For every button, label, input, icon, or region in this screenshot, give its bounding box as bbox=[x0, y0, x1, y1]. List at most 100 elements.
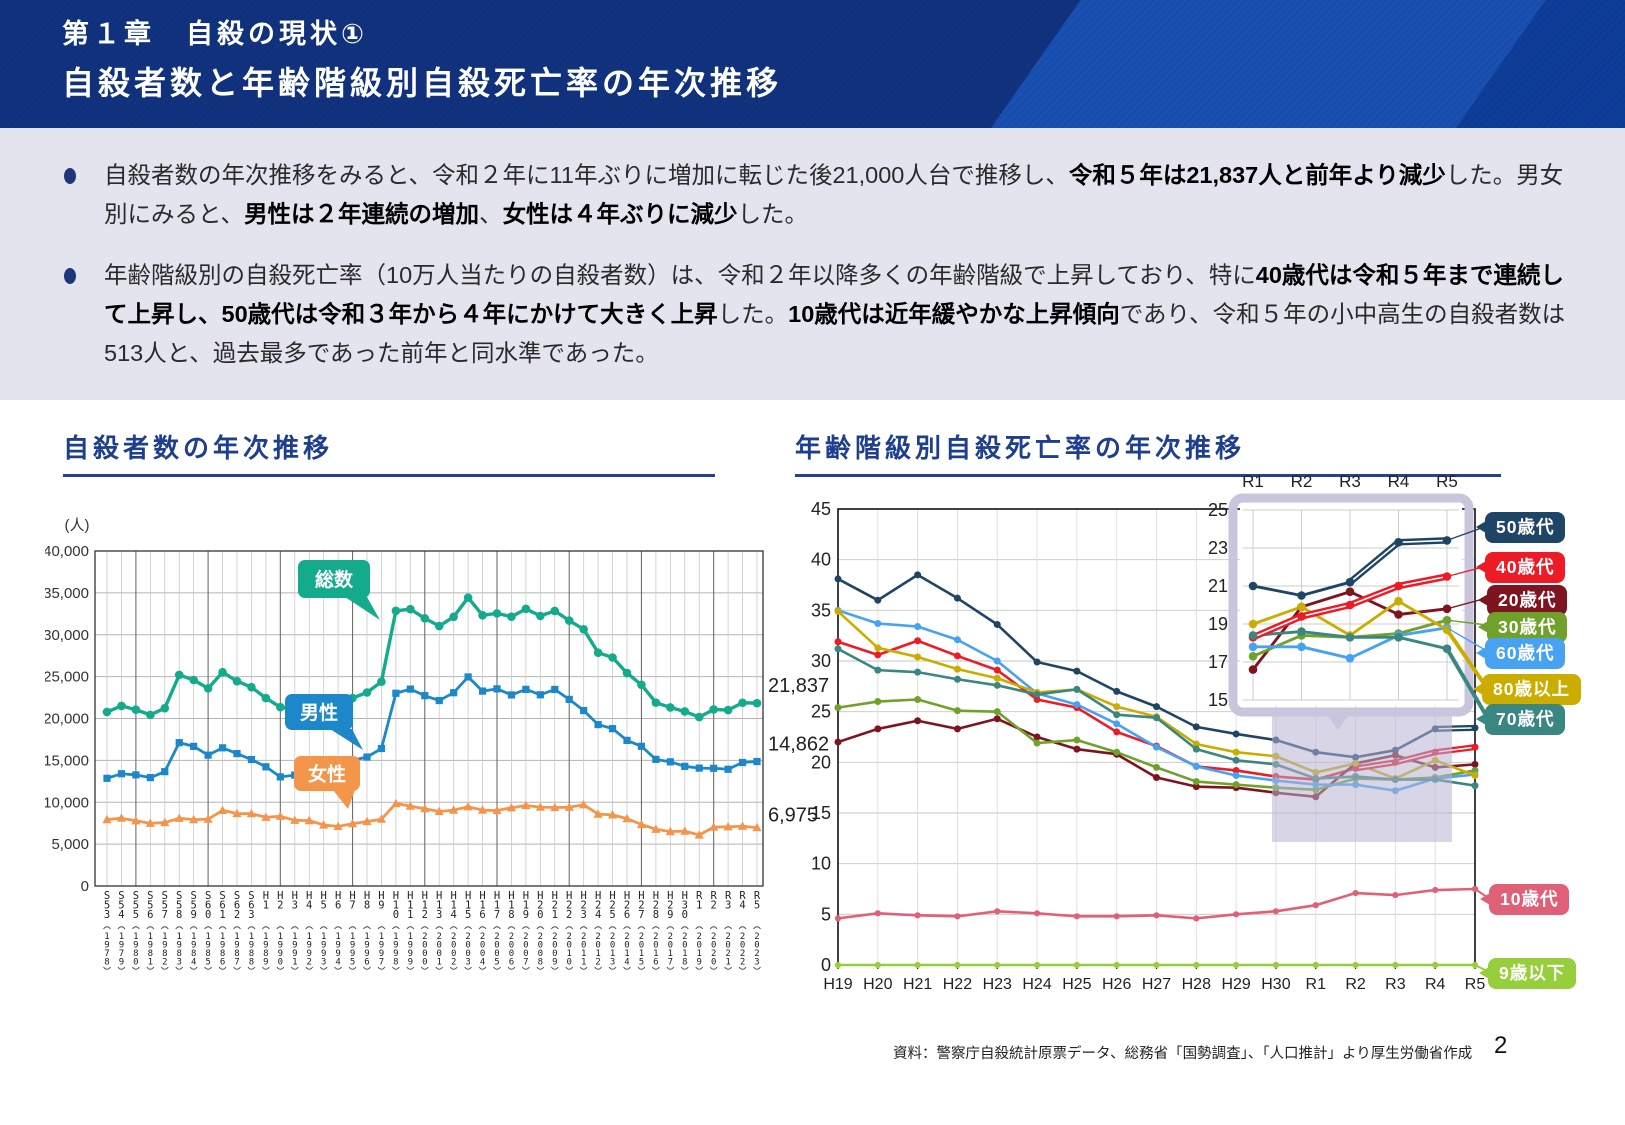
svg-text:総数: 総数 bbox=[315, 568, 354, 591]
legend-tail-icon bbox=[1476, 713, 1486, 725]
svg-text:S53: S53 bbox=[104, 890, 110, 921]
svg-text:H13: H13 bbox=[436, 890, 442, 921]
svg-text:H4: H4 bbox=[306, 890, 312, 912]
suicide-count-line-chart: 0 5,000 10,000 15,000 20,000 25,000 30,000 35,0… bbox=[45, 517, 829, 970]
svg-text:40: 40 bbox=[811, 550, 831, 570]
svg-text:H8: H8 bbox=[364, 890, 370, 912]
svg-text:H6: H6 bbox=[335, 890, 341, 912]
bullet-icon bbox=[64, 168, 76, 184]
svg-text:H19: H19 bbox=[823, 976, 852, 993]
legend-label: 50歳代 bbox=[1496, 517, 1555, 537]
svg-text:20,000: 20,000 bbox=[45, 711, 89, 728]
svg-text:H17: H17 bbox=[494, 890, 500, 921]
svg-text:H3: H3 bbox=[292, 890, 298, 912]
svg-text:21,837: 21,837 bbox=[768, 675, 829, 697]
svg-text:S61: S61 bbox=[219, 890, 225, 921]
svg-text:35,000: 35,000 bbox=[45, 585, 89, 602]
svg-text:45: 45 bbox=[811, 499, 831, 519]
svg-text:5,000: 5,000 bbox=[51, 836, 89, 853]
legend-label: 60歳代 bbox=[1496, 643, 1555, 663]
svg-text:R2: R2 bbox=[1345, 976, 1366, 993]
svg-text:H19: H19 bbox=[523, 890, 529, 921]
legend-bubble-80歳以上: 80歳以上 bbox=[1473, 674, 1581, 705]
legend-tail-icon bbox=[1480, 893, 1490, 905]
legend-tail-icon bbox=[1476, 561, 1486, 573]
svg-text:R3: R3 bbox=[725, 890, 732, 912]
svg-text:R2: R2 bbox=[711, 890, 718, 912]
svg-text:H30: H30 bbox=[1261, 976, 1290, 993]
svg-text:H24: H24 bbox=[595, 890, 601, 921]
svg-text:40,000: 40,000 bbox=[45, 543, 89, 560]
svg-text:R3: R3 bbox=[1385, 976, 1406, 993]
svg-text:R5: R5 bbox=[1465, 976, 1486, 993]
svg-text:21: 21 bbox=[1208, 576, 1228, 596]
legend-bubble-50歳代: 50歳代 bbox=[1476, 512, 1566, 543]
svg-text:H26: H26 bbox=[1102, 976, 1131, 993]
svg-text:女性: 女性 bbox=[308, 763, 346, 786]
svg-text:R5: R5 bbox=[1436, 472, 1458, 491]
svg-text:30,000: 30,000 bbox=[45, 627, 89, 644]
svg-text:S56: S56 bbox=[147, 890, 153, 921]
legend-label: 10歳代 bbox=[1500, 889, 1559, 909]
svg-text:R3: R3 bbox=[1339, 472, 1361, 491]
svg-text:H18: H18 bbox=[508, 890, 514, 921]
svg-text:H23: H23 bbox=[983, 976, 1012, 993]
svg-text:25: 25 bbox=[811, 702, 831, 722]
svg-text:23: 23 bbox=[1208, 538, 1228, 558]
svg-text:H2: H2 bbox=[277, 890, 283, 912]
legend-bubble-60歳代: 60歳代 bbox=[1476, 638, 1566, 669]
svg-text:S60: S60 bbox=[205, 890, 211, 921]
svg-text:H1: H1 bbox=[263, 890, 269, 912]
summary-panel: 自殺者数の年次推移をみると、令和２年に11年ぶりに増加に転じた後21,000人台… bbox=[0, 128, 1625, 400]
svg-text:R1: R1 bbox=[1306, 976, 1327, 993]
svg-text:H5: H5 bbox=[321, 890, 327, 912]
legend-tail-icon bbox=[1476, 521, 1486, 533]
svg-text:H23: H23 bbox=[581, 890, 587, 921]
svg-text:25: 25 bbox=[1208, 500, 1228, 520]
svg-text:H27: H27 bbox=[1142, 976, 1171, 993]
svg-text:R2: R2 bbox=[1291, 472, 1313, 491]
svg-text:H30: H30 bbox=[682, 890, 688, 921]
svg-text:S58: S58 bbox=[176, 890, 182, 921]
legend-bubble-30歳代: 30歳代 bbox=[1478, 612, 1568, 643]
legend-tail-icon bbox=[1479, 967, 1489, 979]
header-texture bbox=[0, 0, 1625, 128]
right-chart-title: 年齢階級別自殺死亡率の年次推移 bbox=[795, 428, 1501, 477]
svg-text:H22: H22 bbox=[943, 976, 972, 993]
svg-text:H28: H28 bbox=[1182, 976, 1211, 993]
svg-text:R4: R4 bbox=[739, 890, 746, 912]
svg-text:0: 0 bbox=[821, 955, 831, 975]
svg-text:男性: 男性 bbox=[300, 701, 338, 724]
svg-text:H22: H22 bbox=[566, 890, 572, 921]
legend-label: 9歳以下 bbox=[1499, 963, 1566, 983]
svg-text:35: 35 bbox=[811, 600, 831, 620]
legend-tail-icon bbox=[1476, 647, 1486, 659]
